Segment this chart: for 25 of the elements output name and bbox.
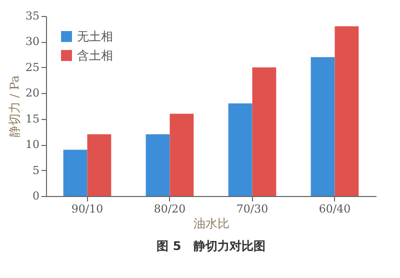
y-axis-title: 静切力 / Pa <box>8 75 22 138</box>
text: 图 5 静切力对比图 <box>156 239 266 253</box>
x-tick-label: 80/20 <box>154 202 186 216</box>
y-tick-label: 35 <box>26 10 40 22</box>
y-tick-label: 15 <box>26 112 40 126</box>
bar <box>310 57 335 196</box>
bar <box>228 103 252 196</box>
bar <box>87 134 112 196</box>
y-tick-label: 20 <box>26 86 40 100</box>
bar <box>334 26 359 196</box>
bar <box>252 67 276 196</box>
x-axis-title: 油水比 <box>194 216 230 230</box>
x-tick-label: 60/40 <box>318 202 351 216</box>
bar <box>146 134 170 196</box>
bar <box>63 150 88 196</box>
y-tick-label: 0 <box>32 190 40 202</box>
y-tick-label: 25 <box>26 60 40 74</box>
legend-label: 含土相 <box>77 48 113 62</box>
x-tick-label: 90/10 <box>71 202 104 216</box>
y-tick-label: 10 <box>26 138 40 152</box>
bar <box>170 114 194 196</box>
x-tick-label: 70/30 <box>236 202 268 216</box>
legend-label: 无土相 <box>77 30 113 44</box>
y-tick-label: 5 <box>32 164 40 177</box>
y-tick-label: 30 <box>26 35 40 48</box>
